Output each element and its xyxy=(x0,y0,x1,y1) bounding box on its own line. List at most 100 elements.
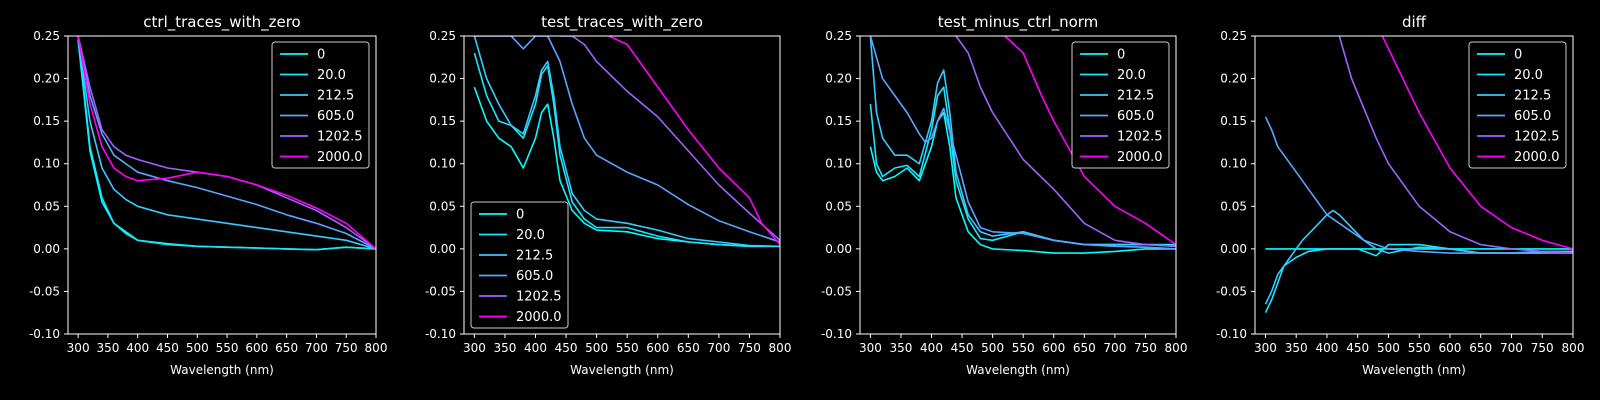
legend-label: 1202.5 xyxy=(516,290,562,305)
y-tick-label: 0.25 xyxy=(33,29,60,43)
x-tick-label: 400 xyxy=(524,341,547,355)
legend-label: 20.0 xyxy=(1117,68,1146,83)
y-tick-label: 0.10 xyxy=(825,157,852,171)
x-axis-label: Wavelength (nm) xyxy=(170,363,274,377)
y-tick-label: 0.20 xyxy=(429,72,456,86)
x-tick-label: 400 xyxy=(126,341,149,355)
x-tick-label: 400 xyxy=(920,341,943,355)
series-line-605.0 xyxy=(474,36,780,243)
series-line-212.5 xyxy=(473,36,780,248)
legend-label: 212.5 xyxy=(1514,89,1551,104)
axes-frame xyxy=(463,35,781,335)
x-tick-label: 450 xyxy=(951,341,974,355)
y-tick-label: 0.25 xyxy=(1220,29,1247,43)
x-tick-label: 500 xyxy=(981,341,1004,355)
x-tick-label: 700 xyxy=(1500,341,1523,355)
legend: 0 20.0 212.5 605.0 1202.5 2000.0 xyxy=(1468,41,1567,169)
chart-title: test_minus_ctrl_norm xyxy=(938,13,1099,32)
legend-label: 605.0 xyxy=(1514,109,1551,124)
x-tick-label: 650 xyxy=(1469,341,1492,355)
chart-panel-1: ctrl_traces_with_zero 300 350 400 450 500 550 6… xyxy=(29,13,388,377)
legend-label: 1202.5 xyxy=(317,130,363,145)
y-tick-label: 0.05 xyxy=(1220,199,1247,213)
y-tick-label: -0.10 xyxy=(821,327,852,341)
legend: 0 20.0 212.5 605.0 1202.5 2000.0 xyxy=(1071,41,1170,169)
x-tick-label: 550 xyxy=(1012,341,1035,355)
y-tick-label: 0.00 xyxy=(1220,242,1247,256)
series-line-1202.5 xyxy=(560,36,780,241)
legend-label: 0 xyxy=(1117,48,1125,63)
legend-label: 212.5 xyxy=(1117,89,1154,104)
legend-label: 605.0 xyxy=(516,269,553,284)
legend-label: 1202.5 xyxy=(1117,130,1163,145)
y-tick-label: 0.00 xyxy=(825,242,852,256)
y-tick-label: 0.20 xyxy=(33,72,60,86)
x-tick-label: 300 xyxy=(67,341,90,355)
x-tick-label: 800 xyxy=(1562,341,1585,355)
x-tick-label: 350 xyxy=(1285,341,1308,355)
series-line-1202.5 xyxy=(77,36,376,250)
y-tick-label: -0.10 xyxy=(1216,327,1247,341)
series-lines xyxy=(1264,36,1573,314)
x-tick-label: 450 xyxy=(555,341,578,355)
x-tick-label: 600 xyxy=(1042,341,1065,355)
legend-label: 605.0 xyxy=(1117,109,1154,124)
legend-label: 20.0 xyxy=(516,228,545,243)
series-line-605.0 xyxy=(77,36,376,250)
series-line-212.5 xyxy=(1264,209,1573,305)
series-line-1202.5 xyxy=(955,36,1176,248)
y-tick-label: 0.00 xyxy=(429,242,456,256)
legend: 0 20.0 212.5 605.0 1202.5 2000.0 xyxy=(271,41,370,169)
chart-panel-2: test_traces_with_zero 300 350 400 450 500 550 6… xyxy=(425,13,792,377)
legend-label: 20.0 xyxy=(1514,68,1543,83)
y-tick-label: -0.05 xyxy=(821,284,852,298)
series-line-0 xyxy=(869,111,1176,254)
axes-frame xyxy=(67,35,377,335)
x-tick-label: 750 xyxy=(738,341,761,355)
y-tick-label: -0.05 xyxy=(29,284,60,298)
y-tick-label: 0.15 xyxy=(33,114,60,128)
x-tick-label: 350 xyxy=(493,341,516,355)
x-tick-label: 550 xyxy=(1408,341,1431,355)
chart-title: test_traces_with_zero xyxy=(541,13,703,32)
chart-panel-3: test_minus_ctrl_norm 300 350 400 450 500 550 60… xyxy=(821,13,1188,377)
x-tick-label: 300 xyxy=(859,341,882,355)
x-tick-label: 750 xyxy=(335,341,358,355)
x-tick-label: 500 xyxy=(585,341,608,355)
legend-label: 20.0 xyxy=(317,68,346,83)
legend-label: 2000.0 xyxy=(516,310,562,325)
x-tick-label: 650 xyxy=(1073,341,1096,355)
legend-label: 605.0 xyxy=(317,109,354,124)
x-axis-label: Wavelength (nm) xyxy=(1362,363,1466,377)
series-line-605.0 xyxy=(869,36,1176,250)
series-line-212.5 xyxy=(77,36,376,250)
legend-label: 0 xyxy=(317,48,325,63)
x-tick-label: 800 xyxy=(365,341,388,355)
x-tick-label: 700 xyxy=(305,341,328,355)
series-line-20.0 xyxy=(77,36,376,251)
y-tick-label: 0.05 xyxy=(825,199,852,213)
x-tick-label: 800 xyxy=(769,341,792,355)
legend-label: 2000.0 xyxy=(1117,150,1163,165)
y-tick-label: 0.20 xyxy=(825,72,852,86)
series-lines xyxy=(77,36,376,251)
y-tick-label: -0.05 xyxy=(425,284,456,298)
x-tick-label: 450 xyxy=(1346,341,1369,355)
legend-label: 0 xyxy=(516,208,524,223)
y-tick-label: -0.10 xyxy=(425,327,456,341)
axes-frame xyxy=(1254,35,1574,335)
x-tick-label: 500 xyxy=(1377,341,1400,355)
x-tick-label: 700 xyxy=(1103,341,1126,355)
y-tick-label: 0.10 xyxy=(1220,157,1247,171)
series-line-2000.0 xyxy=(608,36,780,246)
legend-label: 2000.0 xyxy=(317,150,363,165)
y-tick-label: 0.20 xyxy=(1220,72,1247,86)
y-tick-label: 0.05 xyxy=(33,199,60,213)
x-tick-label: 550 xyxy=(616,341,639,355)
x-tick-label: 500 xyxy=(186,341,209,355)
x-tick-label: 750 xyxy=(1531,341,1554,355)
chart-title: ctrl_traces_with_zero xyxy=(143,13,300,32)
x-tick-label: 750 xyxy=(1134,341,1157,355)
x-tick-label: 800 xyxy=(1165,341,1188,355)
chart-title: diff xyxy=(1402,13,1427,31)
